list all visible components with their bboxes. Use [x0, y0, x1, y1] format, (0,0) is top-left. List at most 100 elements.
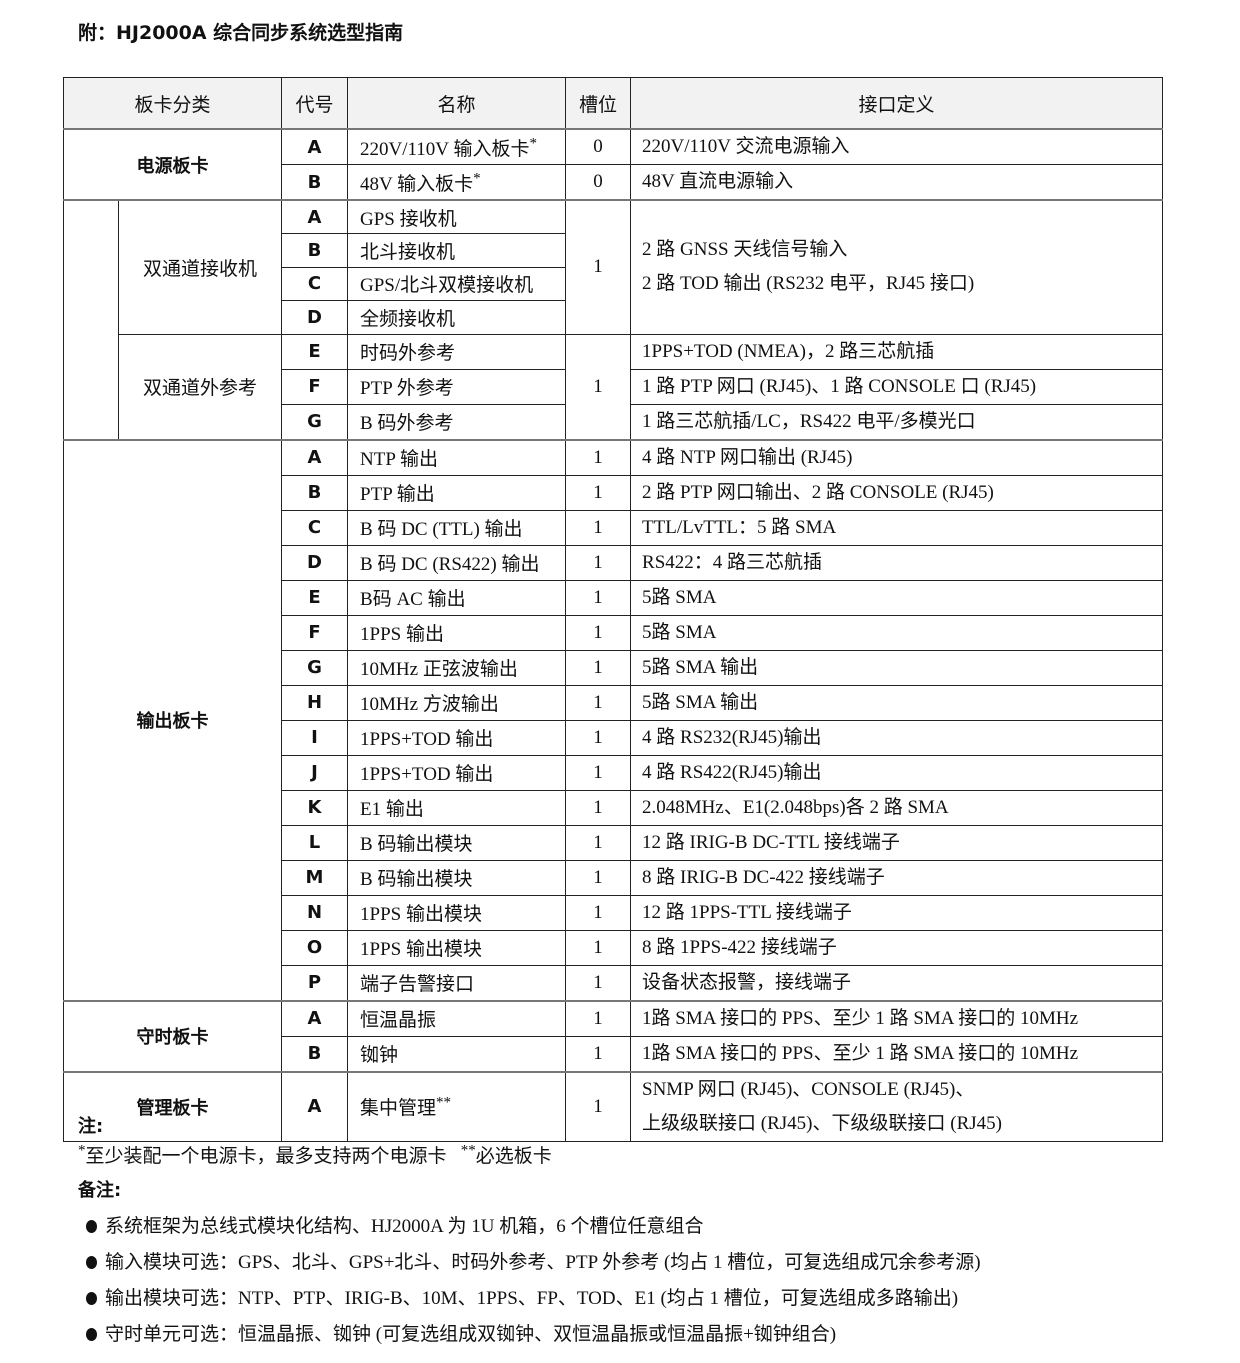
card-name-cell: GPS 接收机	[347, 199, 567, 234]
note-double-star: **	[460, 1142, 476, 1159]
slot-cell: 1	[565, 789, 632, 826]
category-cell: 守时板卡	[62, 999, 283, 1072]
header-code: 代号	[281, 77, 349, 130]
table-row: 管理板卡 A 集中管理** 1 SNMP 网口 (RJ45)、CONSOLE (RJ45…	[62, 1070, 1164, 1142]
interface-definition: 4 路 RS232(RJ45)输出	[630, 719, 1164, 756]
card-name: 10MHz 方波输出	[360, 694, 499, 715]
card-name: 1PPS 输出模块	[360, 939, 482, 960]
slot-cell: 1	[565, 999, 632, 1037]
interface-definition: 4 路 NTP 网口输出 (RJ45)	[630, 438, 1164, 476]
card-code: B	[281, 164, 349, 201]
table-row: B 铷钟 1 1路 SMA 接口的 PPS、至少 1 路 SMA 接口的 10MHz	[64, 1035, 1164, 1072]
interface-line: 4 路 RS422(RJ45)输出	[642, 761, 822, 783]
subcategory-cell: 双通道外参考	[117, 333, 283, 440]
bullet-icon	[86, 1292, 97, 1305]
table-row: B PTP 输出 1 2 路 PTP 网口输出、2 路 CONSOLE (RJ45)	[64, 474, 1164, 511]
interface-definition: 1路 SMA 接口的 PPS、至少 1 路 SMA 接口的 10MHz	[630, 1035, 1164, 1072]
interface-definition: 1 路三芯航插/LC，RS422 电平/多模光口	[630, 403, 1164, 440]
card-name-cell: 恒温晶振	[347, 999, 567, 1037]
card-name-cell: PTP 外参考	[347, 368, 567, 405]
card-code: O	[281, 929, 349, 966]
card-name-cell: B 码输出模块	[347, 859, 567, 896]
card-name: B 码 DC (RS422) 输出	[360, 554, 540, 575]
card-name: 集中管理	[360, 1098, 437, 1119]
interface-line: RS422：4 路三芯航插	[642, 551, 823, 573]
card-name: 时码外参考	[360, 343, 456, 364]
table-row: D B 码 DC (RS422) 输出 1 RS422：4 路三芯航插	[64, 544, 1164, 581]
card-name: 恒温晶振	[360, 1010, 437, 1031]
header-name: 名称	[347, 77, 567, 130]
card-name: 48V 输入板卡	[360, 173, 474, 195]
remark-item: 系统框架为总线式模块化结构、HJ2000A 为 1U 机箱，6 个槽位任意组合	[78, 1209, 981, 1245]
card-name-cell: 220V/110V 输入板卡*	[347, 128, 567, 165]
card-code: F	[281, 368, 349, 405]
table-body: 电源板卡 A 220V/110V 输入板卡* 0 220V/110V 交流电源输入 B 48…	[62, 128, 1164, 1142]
remarks-list: 系统框架为总线式模块化结构、HJ2000A 为 1U 机箱，6 个槽位任意组合 …	[78, 1209, 981, 1353]
interface-definition: 2 路 PTP 网口输出、2 路 CONSOLE (RJ45)	[630, 474, 1164, 511]
card-code: A	[281, 199, 349, 234]
card-name-cell: 集中管理**	[347, 1070, 567, 1142]
card-name-cell: 1PPS 输出	[347, 614, 567, 651]
card-name-cell: 北斗接收机	[347, 233, 567, 268]
card-code: N	[281, 894, 349, 931]
interface-line: 上级级联接口 (RJ45)、下级级联接口 (RJ45)	[642, 1112, 1002, 1134]
table-row: L B 码输出模块 1 12 路 IRIG-B DC-TTL 接线端子	[64, 824, 1164, 861]
slot-cell: 1	[565, 1035, 632, 1072]
slot-cell: 1	[565, 964, 632, 1001]
table-row: M B 码输出模块 1 8 路 IRIG-B DC-422 接线端子	[64, 859, 1164, 896]
card-code: E	[281, 333, 349, 370]
slot-cell: 1	[565, 474, 632, 511]
interface-line: 1路 SMA 接口的 PPS、至少 1 路 SMA 接口的 10MHz	[642, 1007, 1079, 1029]
card-name: 1PPS 输出	[360, 624, 444, 645]
card-code: E	[281, 579, 349, 616]
interface-definition: RS422：4 路三芯航插	[630, 544, 1164, 581]
table-row: F 1PPS 输出 1 5路 SMA	[64, 614, 1164, 651]
category-cell: 输出板卡	[62, 438, 283, 1001]
interface-line: 4 路 NTP 网口输出 (RJ45)	[642, 446, 853, 468]
interface-definition: 1路 SMA 接口的 PPS、至少 1 路 SMA 接口的 10MHz	[630, 999, 1164, 1037]
interface-definition: 4 路 RS422(RJ45)输出	[630, 754, 1164, 791]
remark-item: 输入模块可选：GPS、北斗、GPS+北斗、时码外参考、PTP 外参考 (均占 1…	[78, 1245, 981, 1281]
note-text-1: 至少装配一个电源卡，最多支持两个电源卡	[85, 1146, 447, 1167]
interface-line: 4 路 RS232(RJ45)输出	[642, 726, 822, 748]
bullet-icon	[86, 1328, 97, 1341]
card-name: NTP 输出	[360, 449, 438, 470]
card-code: K	[281, 789, 349, 826]
card-code: F	[281, 614, 349, 651]
card-name-cell: B 码外参考	[347, 403, 567, 440]
table-row: G B 码外参考 1 路三芯航插/LC，RS422 电平/多模光口	[64, 403, 1164, 440]
card-name-cell: GPS/北斗双模接收机	[347, 266, 567, 301]
table-row: 输出板卡 A NTP 输出 1 4 路 NTP 网口输出 (RJ45)	[62, 438, 1164, 1001]
header-slot: 槽位	[565, 77, 632, 130]
interface-definition: 2.048MHz、E1(2.048bps)各 2 路 SMA	[630, 789, 1164, 826]
card-name-cell: 10MHz 正弦波输出	[347, 649, 567, 686]
table-row: B 北斗接收机	[64, 233, 1163, 268]
interface-line: 1PPS+TOD (NMEA)，2 路三芯航插	[642, 340, 935, 362]
card-code: C	[281, 266, 349, 301]
remarks-heading: 备注:	[78, 1180, 122, 1201]
slot-cell: 0	[565, 164, 632, 201]
slot-cell: 1	[565, 614, 632, 651]
card-code: G	[281, 649, 349, 686]
card-name-cell: E1 输出	[347, 789, 567, 826]
remark-text: 输入模块可选：GPS、北斗、GPS+北斗、时码外参考、PTP 外参考 (均占 1…	[105, 1252, 981, 1273]
card-name-cell: 端子告警接口	[347, 964, 567, 1001]
card-name-cell: B码 AC 输出	[347, 579, 567, 616]
table-row: F PTP 外参考 1 路 PTP 网口 (RJ45)、1 路 CONSOLE 口 …	[64, 368, 1164, 405]
remark-text: 输出模块可选：NTP、PTP、IRIG-B、10M、1PPS、FP、TOD、E1…	[105, 1288, 959, 1309]
card-code: B	[281, 1035, 349, 1072]
slot-cell: 1	[565, 719, 632, 756]
card-code: C	[281, 509, 349, 546]
card-code: H	[281, 684, 349, 721]
card-name-cell: 1PPS+TOD 输出	[347, 754, 567, 791]
interface-line: 1 路 PTP 网口 (RJ45)、1 路 CONSOLE 口 (RJ45)	[642, 375, 1037, 397]
slot-cell: 1	[565, 894, 632, 931]
card-code: A	[281, 999, 349, 1037]
card-code: D	[281, 300, 349, 335]
interface-line: 8 路 1PPS-422 接线端子	[642, 936, 837, 958]
slot-cell: 1	[565, 544, 632, 581]
interface-definition: 48V 直流电源输入	[630, 164, 1164, 201]
slot-cell: 1	[565, 929, 632, 966]
notes-heading: 注:	[78, 1116, 104, 1137]
card-name-cell: 48V 输入板卡*	[347, 164, 567, 201]
